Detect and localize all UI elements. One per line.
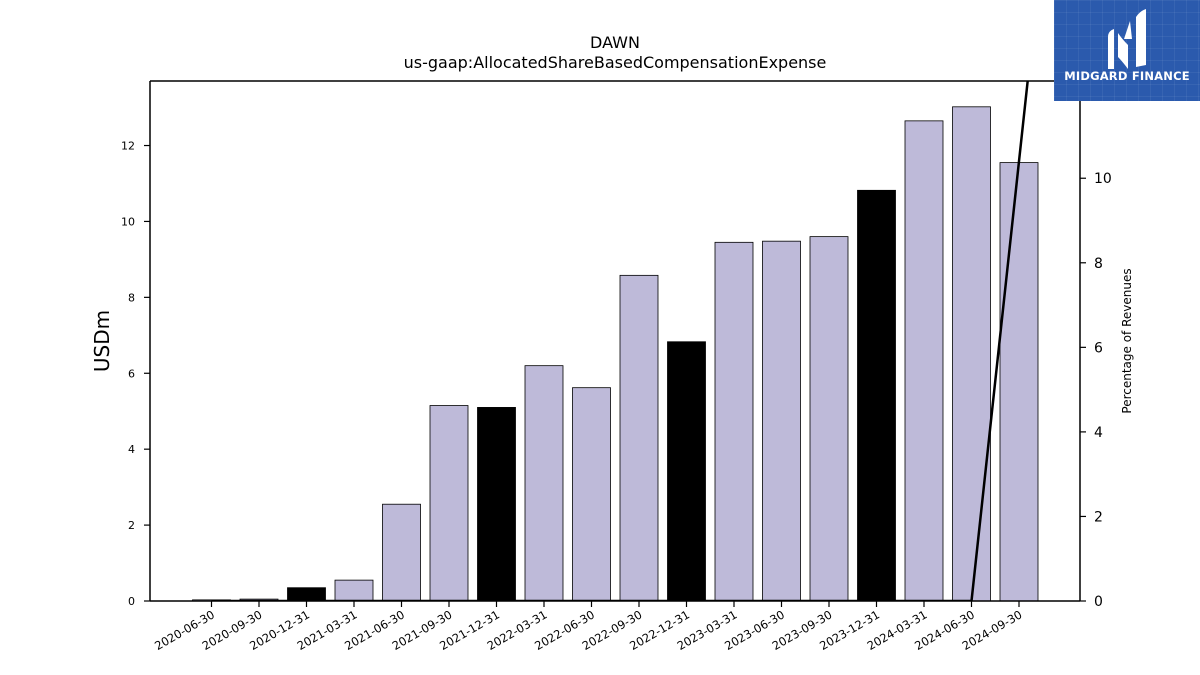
logo-mark-icon xyxy=(1108,9,1146,69)
midgard-finance-logo: MIDGARD FINANCE xyxy=(1054,0,1200,101)
bar-2021-03-31 xyxy=(334,579,374,602)
bar-2021-12-31 xyxy=(477,407,516,602)
y2-tick-label: 2 xyxy=(1094,509,1103,525)
bar-2023-03-31 xyxy=(714,241,754,602)
y-tick-label: 0 xyxy=(128,595,135,608)
y2-tick-label: 4 xyxy=(1094,425,1103,441)
y-tick-label: 2 xyxy=(128,519,135,532)
bar-2021-06-30 xyxy=(382,503,421,602)
y-tick-label: 4 xyxy=(128,443,135,456)
logo-text: MIDGARD FINANCE xyxy=(1064,69,1190,83)
chart-title: DAWN xyxy=(590,33,640,52)
bar-2022-09-30 xyxy=(619,274,659,602)
bar-2023-06-30 xyxy=(762,240,801,602)
bar-2024-09-30 xyxy=(999,162,1039,602)
bar-2024-06-30 xyxy=(952,106,991,602)
y2-axis-label: Percentage of Revenues xyxy=(1120,268,1134,413)
bar-2022-06-30 xyxy=(572,387,611,602)
bars-group xyxy=(192,106,1039,602)
y-tick-label: 6 xyxy=(128,367,135,380)
y-tick-label: 8 xyxy=(128,291,135,304)
bar-2023-12-31 xyxy=(857,189,896,602)
y-tick-label: 12 xyxy=(121,140,135,153)
bar-2022-12-31 xyxy=(667,341,706,602)
chart-subtitle: us-gaap:AllocatedShareBasedCompensationE… xyxy=(404,53,827,72)
bar-2022-03-31 xyxy=(524,365,564,602)
bar-2024-03-31 xyxy=(904,120,944,602)
bar-2020-12-31 xyxy=(287,587,326,602)
y-tick-label: 10 xyxy=(121,215,135,228)
y-axis-label: USDm xyxy=(90,310,114,372)
y2-tick-label: 0 xyxy=(1094,594,1103,610)
bar-2023-09-30 xyxy=(809,236,849,602)
bar-2021-09-30 xyxy=(429,405,469,602)
y2-tick-label: 8 xyxy=(1094,256,1103,272)
y2-tick-label: 10 xyxy=(1094,171,1112,187)
y2-tick-label: 6 xyxy=(1094,340,1103,356)
